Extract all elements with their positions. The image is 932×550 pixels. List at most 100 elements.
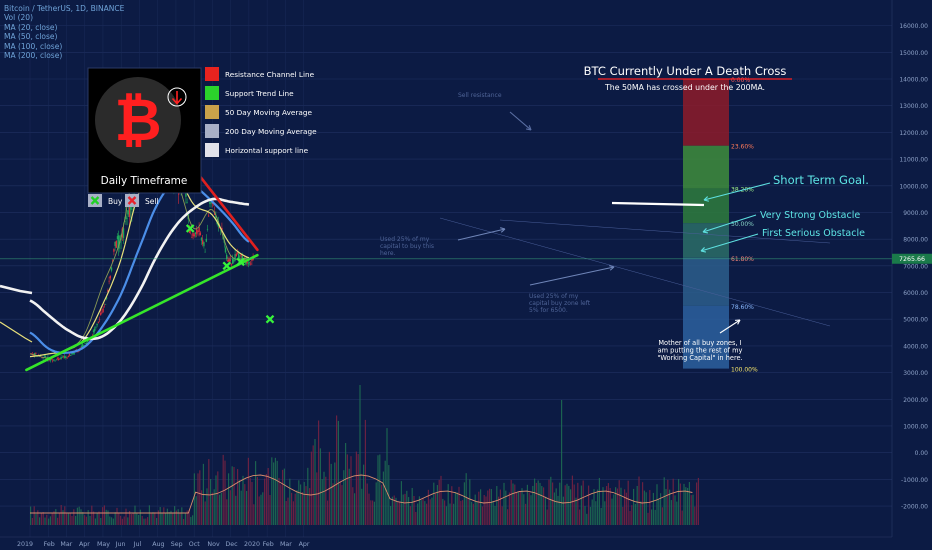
volume-bar (165, 512, 167, 525)
arrow-down-icon (171, 91, 183, 105)
volume-bar (346, 454, 348, 525)
candle-body (43, 355, 45, 357)
volume-bar (292, 501, 294, 525)
time-tick-label: Apr (299, 541, 310, 548)
volume-bar (472, 503, 474, 525)
candle-body (92, 330, 95, 333)
volume-bar (415, 511, 417, 525)
candle-body (210, 202, 212, 204)
volume-bar (429, 499, 431, 525)
volume-bar (643, 490, 645, 525)
volume-bar (638, 476, 640, 525)
volume-bar (688, 482, 690, 525)
volume-bar (469, 479, 471, 525)
candle-body (107, 290, 109, 293)
volume-bar (498, 496, 500, 525)
bitcoin-icon: ₿ (114, 86, 161, 154)
chart-subtitle: The 50MA has crossed under the 200MA. (604, 83, 765, 92)
volume-bar (186, 510, 188, 525)
indicator-ma200[interactable]: MA (200, close) (4, 51, 63, 61)
volume-bar (377, 455, 379, 525)
volume-bar (670, 500, 672, 525)
indicator-ma20[interactable]: MA (20, close) (4, 22, 58, 32)
volume-bar (64, 506, 66, 525)
volume-bar (462, 500, 464, 525)
candle-body (97, 321, 99, 323)
volume-bar (368, 493, 370, 525)
volume-bar (35, 513, 37, 525)
candle-body (62, 356, 65, 357)
candle-body (246, 261, 248, 264)
volume-bar (541, 486, 543, 525)
candle-body (125, 216, 127, 220)
volume-bar (204, 501, 206, 525)
volume-bar (663, 477, 665, 525)
volume-bar (123, 516, 125, 525)
candle-body (41, 357, 43, 359)
label-faded-note: Used 25% of my (380, 236, 430, 243)
volume-bar (570, 489, 572, 525)
volume-bar (435, 493, 437, 525)
volume-bar (417, 503, 419, 525)
volume-bar (579, 509, 581, 525)
volume-bar (636, 485, 638, 525)
volume-bar (102, 507, 104, 525)
arrow-faded-note-2 (529, 266, 615, 286)
faded-trend-line (499, 219, 831, 244)
fib-zone-1 (683, 145, 729, 189)
indicator-ma50[interactable]: MA (50, close) (4, 32, 58, 42)
candle-body (71, 353, 73, 355)
volume-bar (418, 496, 420, 525)
volume-bar (514, 484, 516, 525)
indicator-ma100[interactable]: MA (100, close) (4, 41, 63, 51)
volume-bar (332, 483, 334, 525)
candle-body (235, 254, 237, 257)
candle-body (198, 227, 200, 233)
price-tick-label: 4000.00 (903, 343, 928, 350)
volume-bar (546, 509, 548, 525)
candle-body (203, 242, 205, 247)
volume-bar (94, 518, 96, 525)
fib-zone-4 (683, 257, 729, 306)
price-tick-label: 6000.00 (903, 290, 928, 297)
price-tick-label: 13000.00 (899, 103, 928, 110)
volume-bar (357, 454, 359, 525)
symbol-line[interactable]: Bitcoin / TetherUS, 1D, BINANCE (4, 4, 125, 13)
volume-bar (282, 469, 284, 525)
volume-bar (433, 482, 435, 525)
volume-bar (300, 484, 302, 525)
time-tick-label: Nov (207, 541, 220, 548)
candle-body (199, 232, 201, 236)
volume-bar (157, 510, 159, 525)
volume-bar (651, 509, 653, 525)
volume-bar (217, 471, 219, 525)
candle-body (226, 254, 228, 259)
volume-bar (269, 494, 271, 525)
candle-body (110, 267, 113, 271)
volume-bar (393, 495, 395, 525)
candle-body (247, 263, 249, 265)
buy-signal-marker (185, 224, 195, 233)
volume-bar (408, 497, 410, 525)
candle-body (251, 258, 253, 261)
volume-bar (170, 510, 172, 525)
volume-bar (139, 509, 141, 525)
indicator-legend: Bitcoin / TetherUS, 1D, BINANCE Vol (20)… (4, 4, 124, 60)
label-faded-note: capital to buy this (380, 243, 434, 250)
volume-bar (598, 477, 600, 525)
indicator-vol[interactable]: Vol (20) (4, 13, 34, 23)
volume-bar (561, 400, 563, 525)
volume-bar (253, 504, 255, 525)
annotation-arrows (457, 111, 771, 334)
volume-bar (100, 517, 102, 525)
volume-bar (476, 501, 478, 525)
volume-bar (508, 492, 510, 525)
volume-bar (501, 506, 503, 525)
volume-bars (30, 385, 699, 525)
price-tick-label: 8000.00 (903, 237, 928, 244)
volume-bar (505, 490, 507, 525)
volume-bar (348, 468, 350, 525)
volume-bar (517, 492, 519, 525)
